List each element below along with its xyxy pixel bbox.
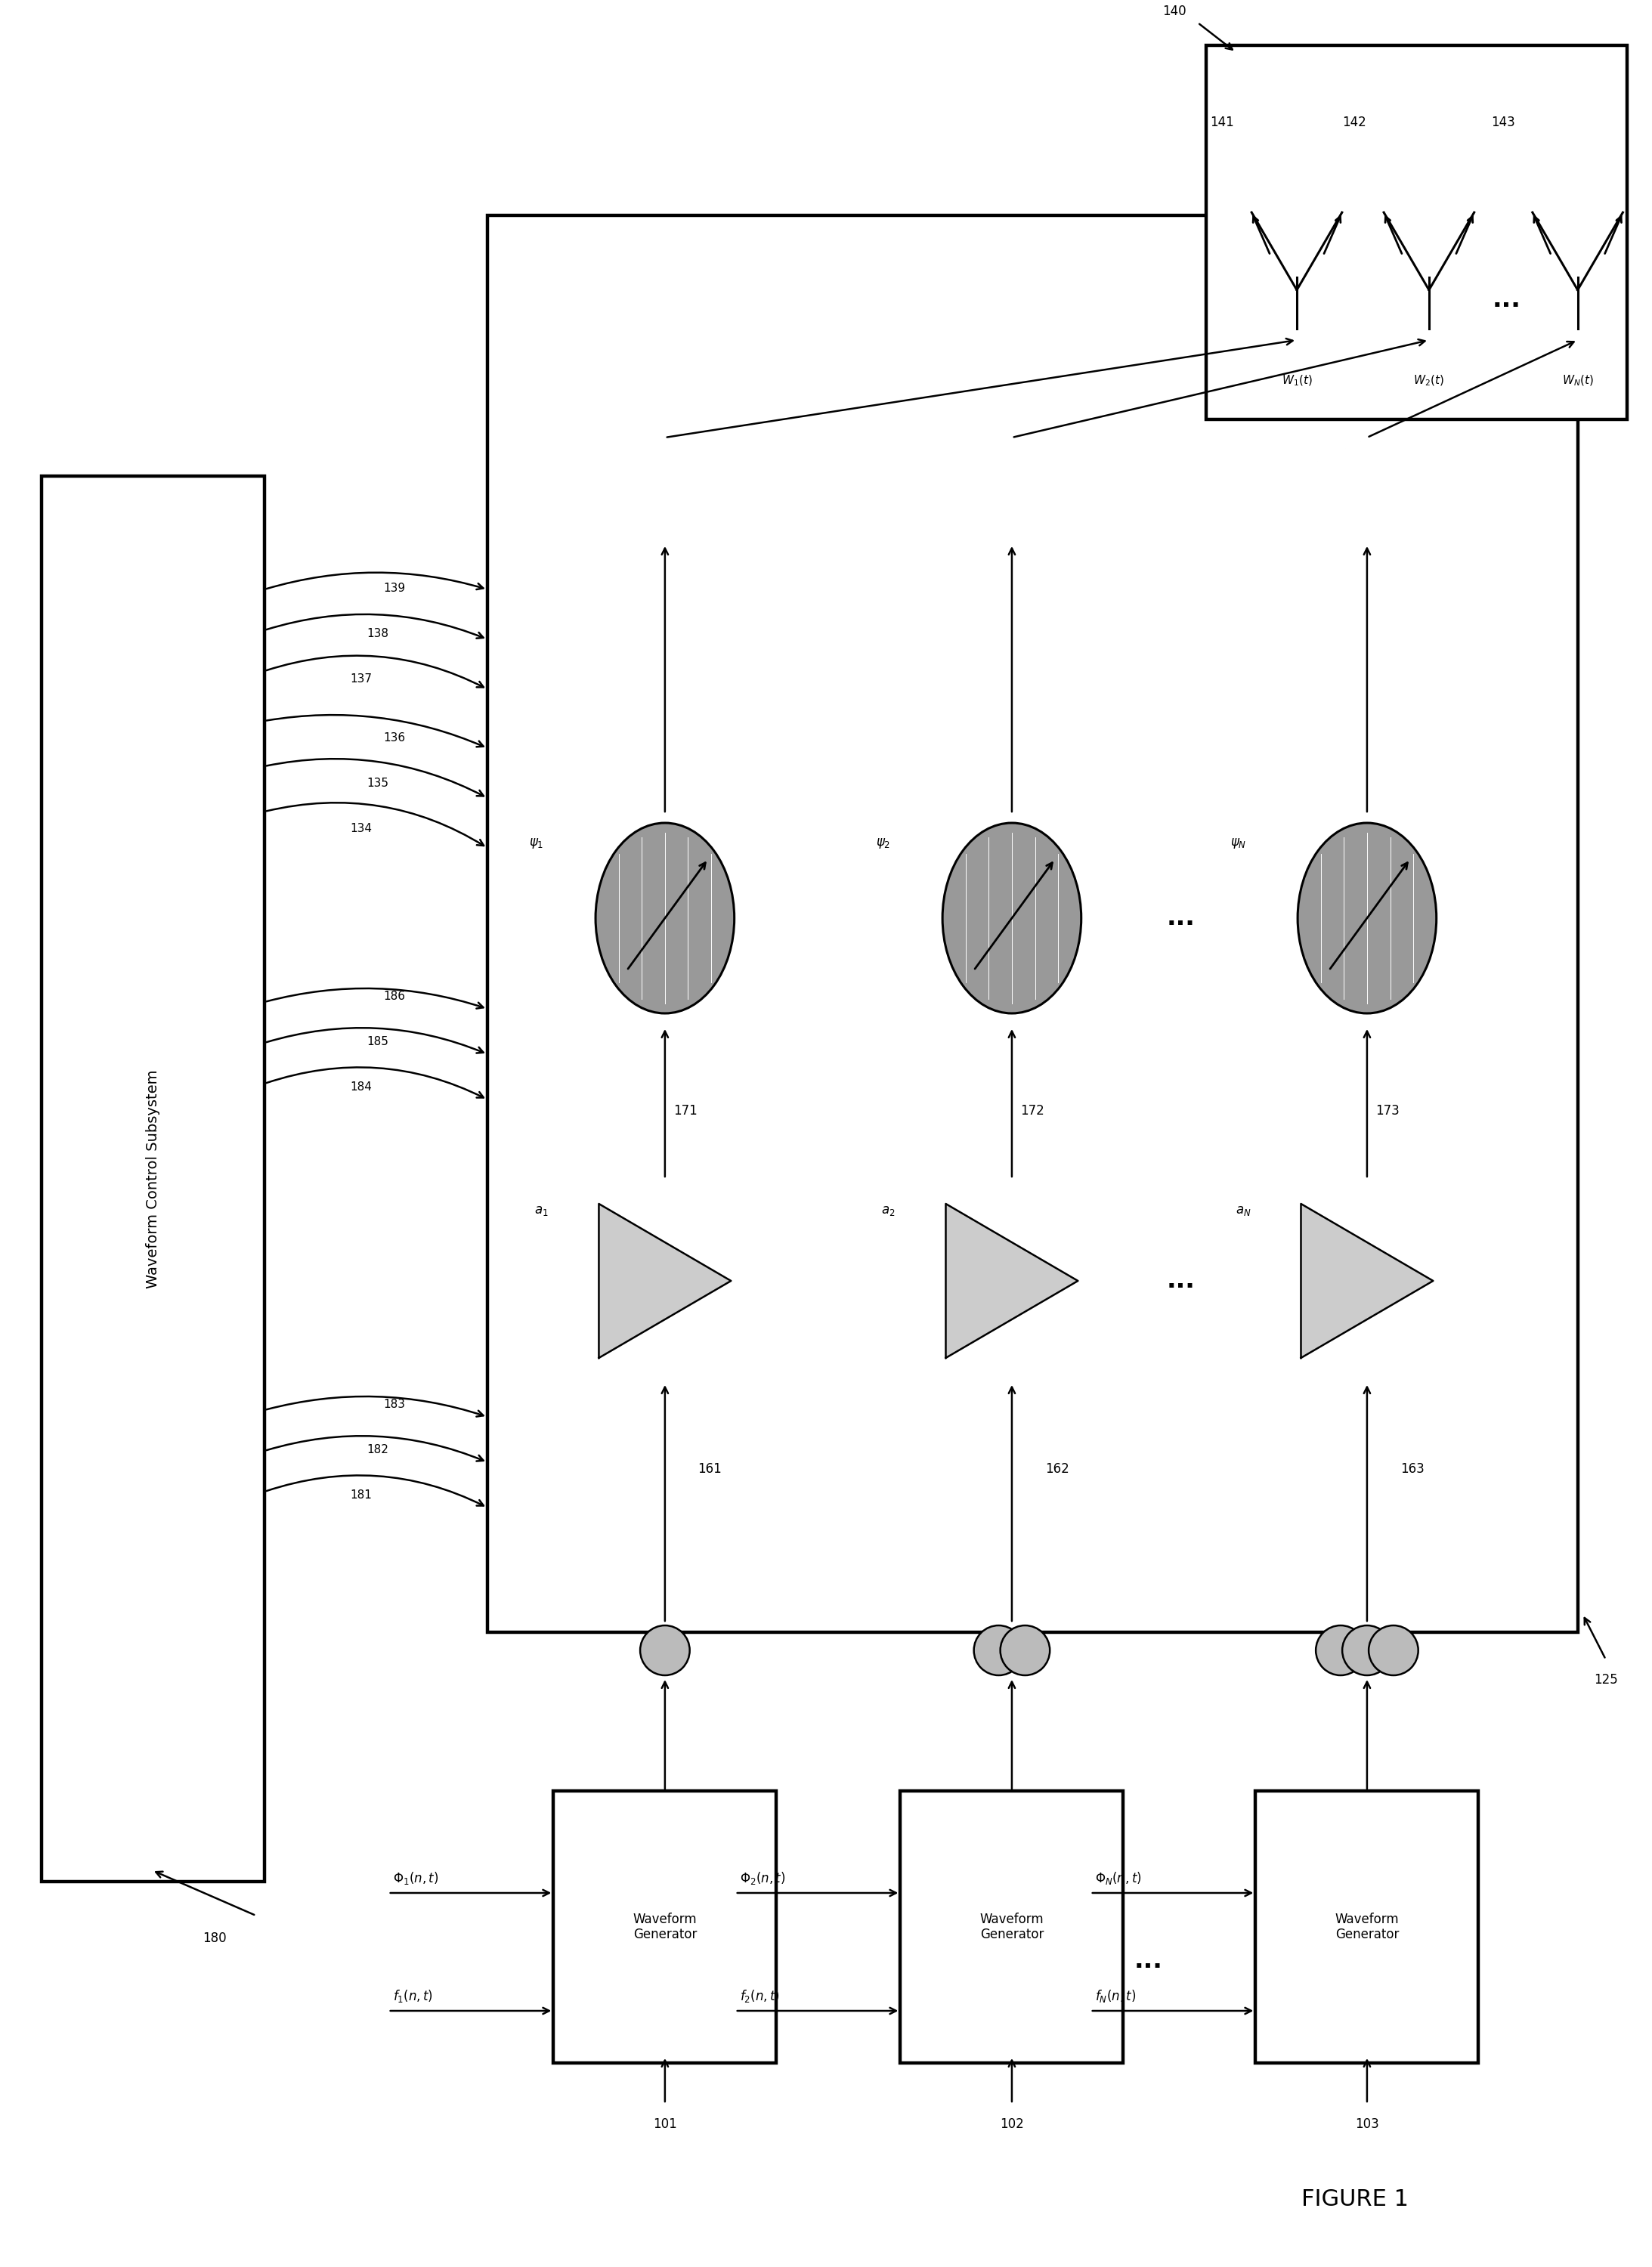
Text: 143: 143	[1490, 116, 1515, 129]
Text: Waveform
Generator: Waveform Generator	[980, 1913, 1044, 1941]
Text: ...: ...	[1133, 1950, 1163, 1972]
Text: 103: 103	[1355, 2117, 1379, 2131]
Text: 141: 141	[1209, 116, 1234, 129]
Text: 162: 162	[1044, 1462, 1069, 1476]
Text: 183: 183	[383, 1399, 405, 1410]
Text: 180: 180	[203, 1931, 226, 1945]
Ellipse shape	[1315, 1625, 1365, 1675]
Text: 134: 134	[350, 823, 372, 834]
Text: 163: 163	[1399, 1462, 1424, 1476]
Ellipse shape	[975, 1625, 1023, 1675]
Text: $\Phi_1(n,t)$: $\Phi_1(n,t)$	[393, 1870, 439, 1886]
Text: $f_2(n,t)$: $f_2(n,t)$	[740, 1988, 780, 2004]
Text: 102: 102	[999, 2117, 1024, 2131]
Text: 137: 137	[350, 673, 372, 685]
Text: 185: 185	[367, 1036, 388, 1047]
Text: ...: ...	[1166, 905, 1196, 929]
Text: ...: ...	[1166, 1270, 1196, 1292]
Polygon shape	[945, 1204, 1077, 1358]
Text: $f_1(n,t)$: $f_1(n,t)$	[393, 1988, 433, 2004]
Text: Waveform
Generator: Waveform Generator	[633, 1913, 697, 1941]
Text: $\psi_2$: $\psi_2$	[876, 837, 890, 850]
Text: Waveform Control Subsystem: Waveform Control Subsystem	[145, 1070, 160, 1288]
FancyBboxPatch shape	[1206, 45, 1627, 419]
Ellipse shape	[1368, 1625, 1417, 1675]
Text: 173: 173	[1374, 1104, 1399, 1118]
Text: $\psi_N$: $\psi_N$	[1231, 837, 1246, 850]
Text: 140: 140	[1163, 5, 1186, 18]
Text: 172: 172	[1019, 1104, 1044, 1118]
Text: 182: 182	[367, 1444, 388, 1455]
Polygon shape	[1300, 1204, 1432, 1358]
FancyBboxPatch shape	[487, 215, 1578, 1632]
Text: $\Phi_N(n,t)$: $\Phi_N(n,t)$	[1095, 1870, 1142, 1886]
Polygon shape	[598, 1204, 730, 1358]
Text: 101: 101	[653, 2117, 677, 2131]
FancyBboxPatch shape	[900, 1791, 1123, 2063]
Text: $\Phi_2(n,t)$: $\Phi_2(n,t)$	[740, 1870, 786, 1886]
Text: 161: 161	[697, 1462, 722, 1476]
Ellipse shape	[1341, 1625, 1391, 1675]
Circle shape	[595, 823, 733, 1013]
Text: 171: 171	[674, 1104, 697, 1118]
Text: 136: 136	[383, 732, 405, 744]
Text: ...: ...	[1492, 288, 1521, 313]
Ellipse shape	[999, 1625, 1051, 1675]
FancyBboxPatch shape	[553, 1791, 776, 2063]
Circle shape	[1298, 823, 1436, 1013]
Text: $\psi_1$: $\psi_1$	[529, 837, 544, 850]
Text: 125: 125	[1594, 1673, 1617, 1687]
Text: $a_2$: $a_2$	[881, 1204, 895, 1217]
Text: $W_N(t)$: $W_N(t)$	[1561, 374, 1594, 388]
Text: $a_1$: $a_1$	[534, 1204, 548, 1217]
Text: 142: 142	[1341, 116, 1366, 129]
Text: 184: 184	[350, 1081, 372, 1093]
Text: FIGURE 1: FIGURE 1	[1302, 2188, 1408, 2210]
Text: $W_2(t)$: $W_2(t)$	[1414, 374, 1444, 388]
Text: 186: 186	[383, 991, 405, 1002]
Text: $W_1(t)$: $W_1(t)$	[1282, 374, 1312, 388]
Text: 135: 135	[367, 778, 388, 789]
Ellipse shape	[641, 1625, 691, 1675]
Circle shape	[942, 823, 1080, 1013]
FancyBboxPatch shape	[41, 476, 264, 1882]
Text: Waveform
Generator: Waveform Generator	[1335, 1913, 1399, 1941]
Text: $f_N(n,t)$: $f_N(n,t)$	[1095, 1988, 1137, 2004]
Text: 139: 139	[383, 583, 405, 594]
Text: 181: 181	[350, 1489, 372, 1501]
Text: 138: 138	[367, 628, 388, 639]
Text: $a_N$: $a_N$	[1236, 1204, 1251, 1217]
FancyBboxPatch shape	[1256, 1791, 1479, 2063]
